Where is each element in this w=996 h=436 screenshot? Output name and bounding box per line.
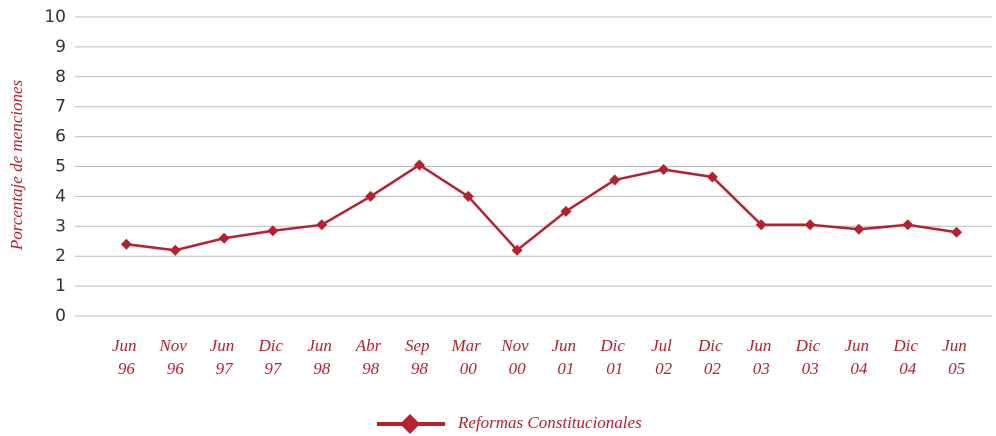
marker (316, 219, 328, 231)
x-tick-label: Jun 98 (307, 336, 336, 378)
x-tick-label: Jun 96 (112, 336, 141, 378)
y-tick-label: 4 (55, 186, 66, 206)
marker (120, 238, 132, 250)
y-tick-label: 7 (55, 97, 66, 117)
marker (413, 159, 425, 171)
y-tick-label: 1 (55, 276, 66, 296)
marker (560, 205, 572, 217)
x-tick-label: Nov 96 (158, 336, 191, 378)
y-tick-label: 0 (55, 306, 66, 326)
marker (169, 244, 181, 256)
y-tick-label: 10 (44, 7, 66, 27)
x-tick-label: Jul 02 (651, 336, 676, 378)
marker (365, 190, 377, 202)
x-tick-label: Dic 03 (795, 336, 825, 378)
x-tick-label: Dic 01 (599, 336, 629, 378)
y-tick-label: 5 (55, 157, 66, 177)
y-tick-label: 8 (55, 67, 66, 87)
y-axis-label: Porcentaje de menciones (7, 79, 26, 251)
legend-label: Reformas Constitucionales (457, 413, 642, 432)
marker (902, 219, 914, 231)
x-tick-label: Dic 02 (697, 336, 727, 378)
x-tick-label: Dic 04 (892, 336, 922, 378)
x-tick-label: Jun 04 (845, 336, 874, 378)
marker (267, 225, 279, 237)
x-tick-label: Abr 98 (355, 336, 386, 378)
line (126, 163, 957, 252)
x-tick-label: Nov 00 (500, 336, 533, 378)
y-tick-label: 3 (55, 216, 66, 236)
y-tick-label: 9 (55, 37, 66, 57)
marker (706, 171, 718, 183)
y-tick-label: 2 (55, 246, 66, 266)
legend-marker (400, 414, 420, 434)
marker (951, 226, 963, 238)
marker (755, 219, 767, 231)
x-tick-label: Jun 03 (747, 336, 776, 378)
marker (511, 244, 523, 256)
marker (609, 174, 621, 186)
marker (853, 223, 865, 235)
marker (658, 163, 670, 175)
x-tick-label: Dic 97 (258, 336, 288, 378)
x-tick-label: Jun 97 (210, 336, 239, 378)
x-tick-label: Jun 05 (942, 336, 971, 378)
marker (462, 190, 474, 202)
y-tick-label: 6 (55, 127, 66, 147)
x-tick-label: Sep 98 (405, 336, 434, 378)
x-tick-label: Jun 01 (552, 336, 581, 378)
x-tick-label: Mar 00 (450, 336, 485, 378)
marker (218, 232, 230, 244)
marker (804, 219, 816, 231)
